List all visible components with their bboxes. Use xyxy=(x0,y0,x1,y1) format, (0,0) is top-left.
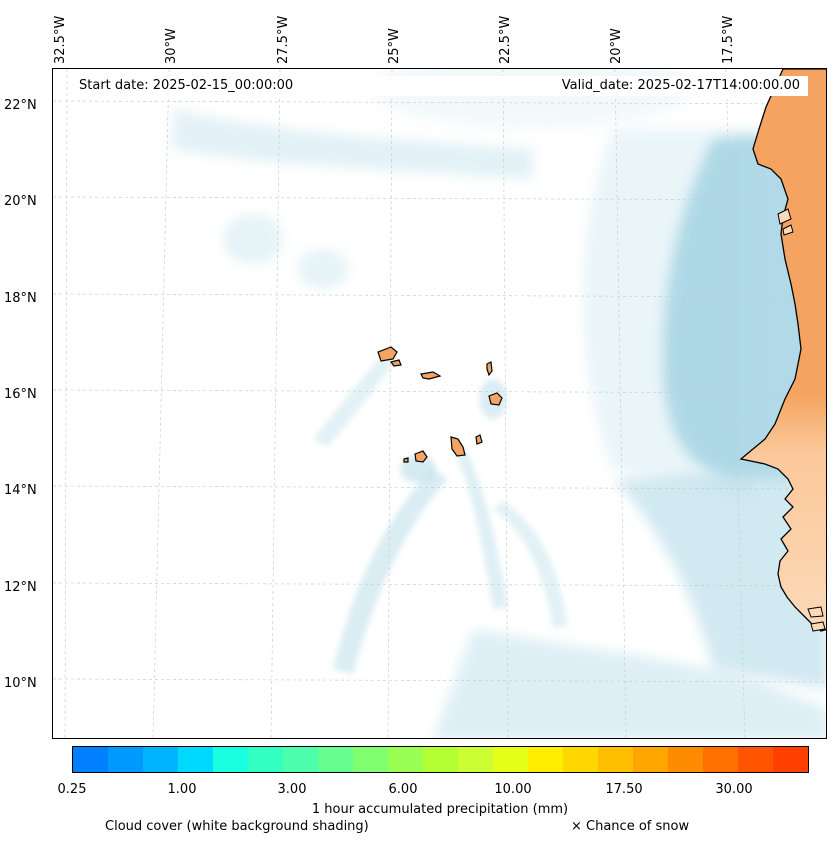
colorbar-segment-17 xyxy=(668,747,703,772)
colorbar-segment-11 xyxy=(458,747,493,772)
cloud-band-east-haze xyxy=(583,129,753,499)
lat-label-12n: 12°N xyxy=(4,580,37,595)
island-boa-vista xyxy=(488,392,503,406)
colorbar-segment-5 xyxy=(248,747,283,772)
africa-landmass xyxy=(739,69,826,632)
colorbar-segment-14 xyxy=(563,747,598,772)
colorbar-tick-30-00: 30.00 xyxy=(715,782,753,797)
colorbar-segment-1 xyxy=(108,747,143,772)
cloud-patch-2 xyxy=(298,249,348,289)
colorbar-tick-1-00: 1.00 xyxy=(167,782,197,797)
lon-label-30w: 30°W xyxy=(164,28,179,64)
colorbar-segment-7 xyxy=(318,747,353,772)
island-brava xyxy=(403,457,409,463)
lat-label-18n: 18°N xyxy=(4,291,37,306)
lon-label-22-5w: 22.5°W xyxy=(498,15,513,64)
island-santiago xyxy=(450,436,466,457)
island-maio xyxy=(475,434,483,445)
valid-date: Valid_date: 2025-02-17T14:00:00.00 xyxy=(561,78,800,93)
island-sao-nicolau xyxy=(420,371,442,380)
lat-label-20n: 20°N xyxy=(4,194,37,209)
cloud-streak-3 xyxy=(313,354,395,447)
start-date: Start date: 2025-02-15_00:00:00 xyxy=(79,78,294,93)
cloud-north-band xyxy=(173,109,533,179)
lat-label-22n: 22°N xyxy=(4,98,37,113)
island-fogo xyxy=(414,450,428,463)
colorbar-segment-9 xyxy=(388,747,423,772)
colorbar-segment-6 xyxy=(283,747,318,772)
cape-verde-islands xyxy=(377,346,503,463)
colorbar-segment-19 xyxy=(738,747,773,772)
map-panel xyxy=(52,68,827,739)
cloud-streak-4 xyxy=(493,501,568,629)
lat-label-10n: 10°N xyxy=(4,676,37,691)
date-banner: Start date: 2025-02-15_00:00:00 Valid_da… xyxy=(72,76,808,96)
lat-label-14n: 14°N xyxy=(4,483,37,498)
colorbar-segment-10 xyxy=(423,747,458,772)
colorbar-segment-13 xyxy=(528,747,563,772)
lat-label-16n: 16°N xyxy=(4,387,37,402)
colorbar-segment-4 xyxy=(213,747,248,772)
colorbar-segment-2 xyxy=(143,747,178,772)
colorbar-segment-16 xyxy=(633,747,668,772)
colorbar-segment-8 xyxy=(353,747,388,772)
cloud-patch-1 xyxy=(223,214,283,264)
colorbar-tick-6-00: 6.00 xyxy=(388,782,418,797)
island-sao-vicente xyxy=(389,359,402,367)
island-sal xyxy=(486,361,493,377)
colorbar-segment-12 xyxy=(493,747,528,772)
map-canvas xyxy=(53,69,826,738)
cloud-streak-1 xyxy=(333,469,448,674)
colorbar-tick-10-00: 10.00 xyxy=(494,782,532,797)
precip-colorbar xyxy=(72,746,809,773)
cloud-south-band xyxy=(433,629,826,738)
cloud-patch-3 xyxy=(400,455,436,483)
colorbar-segment-20 xyxy=(773,747,808,772)
lon-label-20w: 20°W xyxy=(609,28,624,64)
graticule xyxy=(53,69,826,738)
colorbar-tick-17-50: 17.50 xyxy=(605,782,643,797)
lon-label-27-5w: 27.5°W xyxy=(276,15,291,64)
legend-snow: × Chance of snow xyxy=(571,819,690,834)
lon-label-32-5w: 32.5°W xyxy=(53,15,68,64)
coastal-islands xyxy=(777,208,826,632)
island-santo-antao xyxy=(377,346,398,362)
colorbar-segment-0 xyxy=(73,747,108,772)
lon-label-17-5w: 17.5°W xyxy=(721,15,736,64)
colorbar-segment-15 xyxy=(598,747,633,772)
cloud-streak-2 xyxy=(453,447,508,609)
colorbar-segment-3 xyxy=(178,747,213,772)
lon-label-25w: 25°W xyxy=(387,28,402,64)
legend-cloud-cover: Cloud cover (white background shading) xyxy=(105,819,369,834)
colorbar-segment-18 xyxy=(703,747,738,772)
colorbar-tick-0-25: 0.25 xyxy=(57,782,87,797)
cloud-south-east xyxy=(613,469,826,689)
colorbar-label: 1 hour accumulated precipitation (mm) xyxy=(311,802,569,817)
colorbar-tick-3-00: 3.00 xyxy=(277,782,307,797)
